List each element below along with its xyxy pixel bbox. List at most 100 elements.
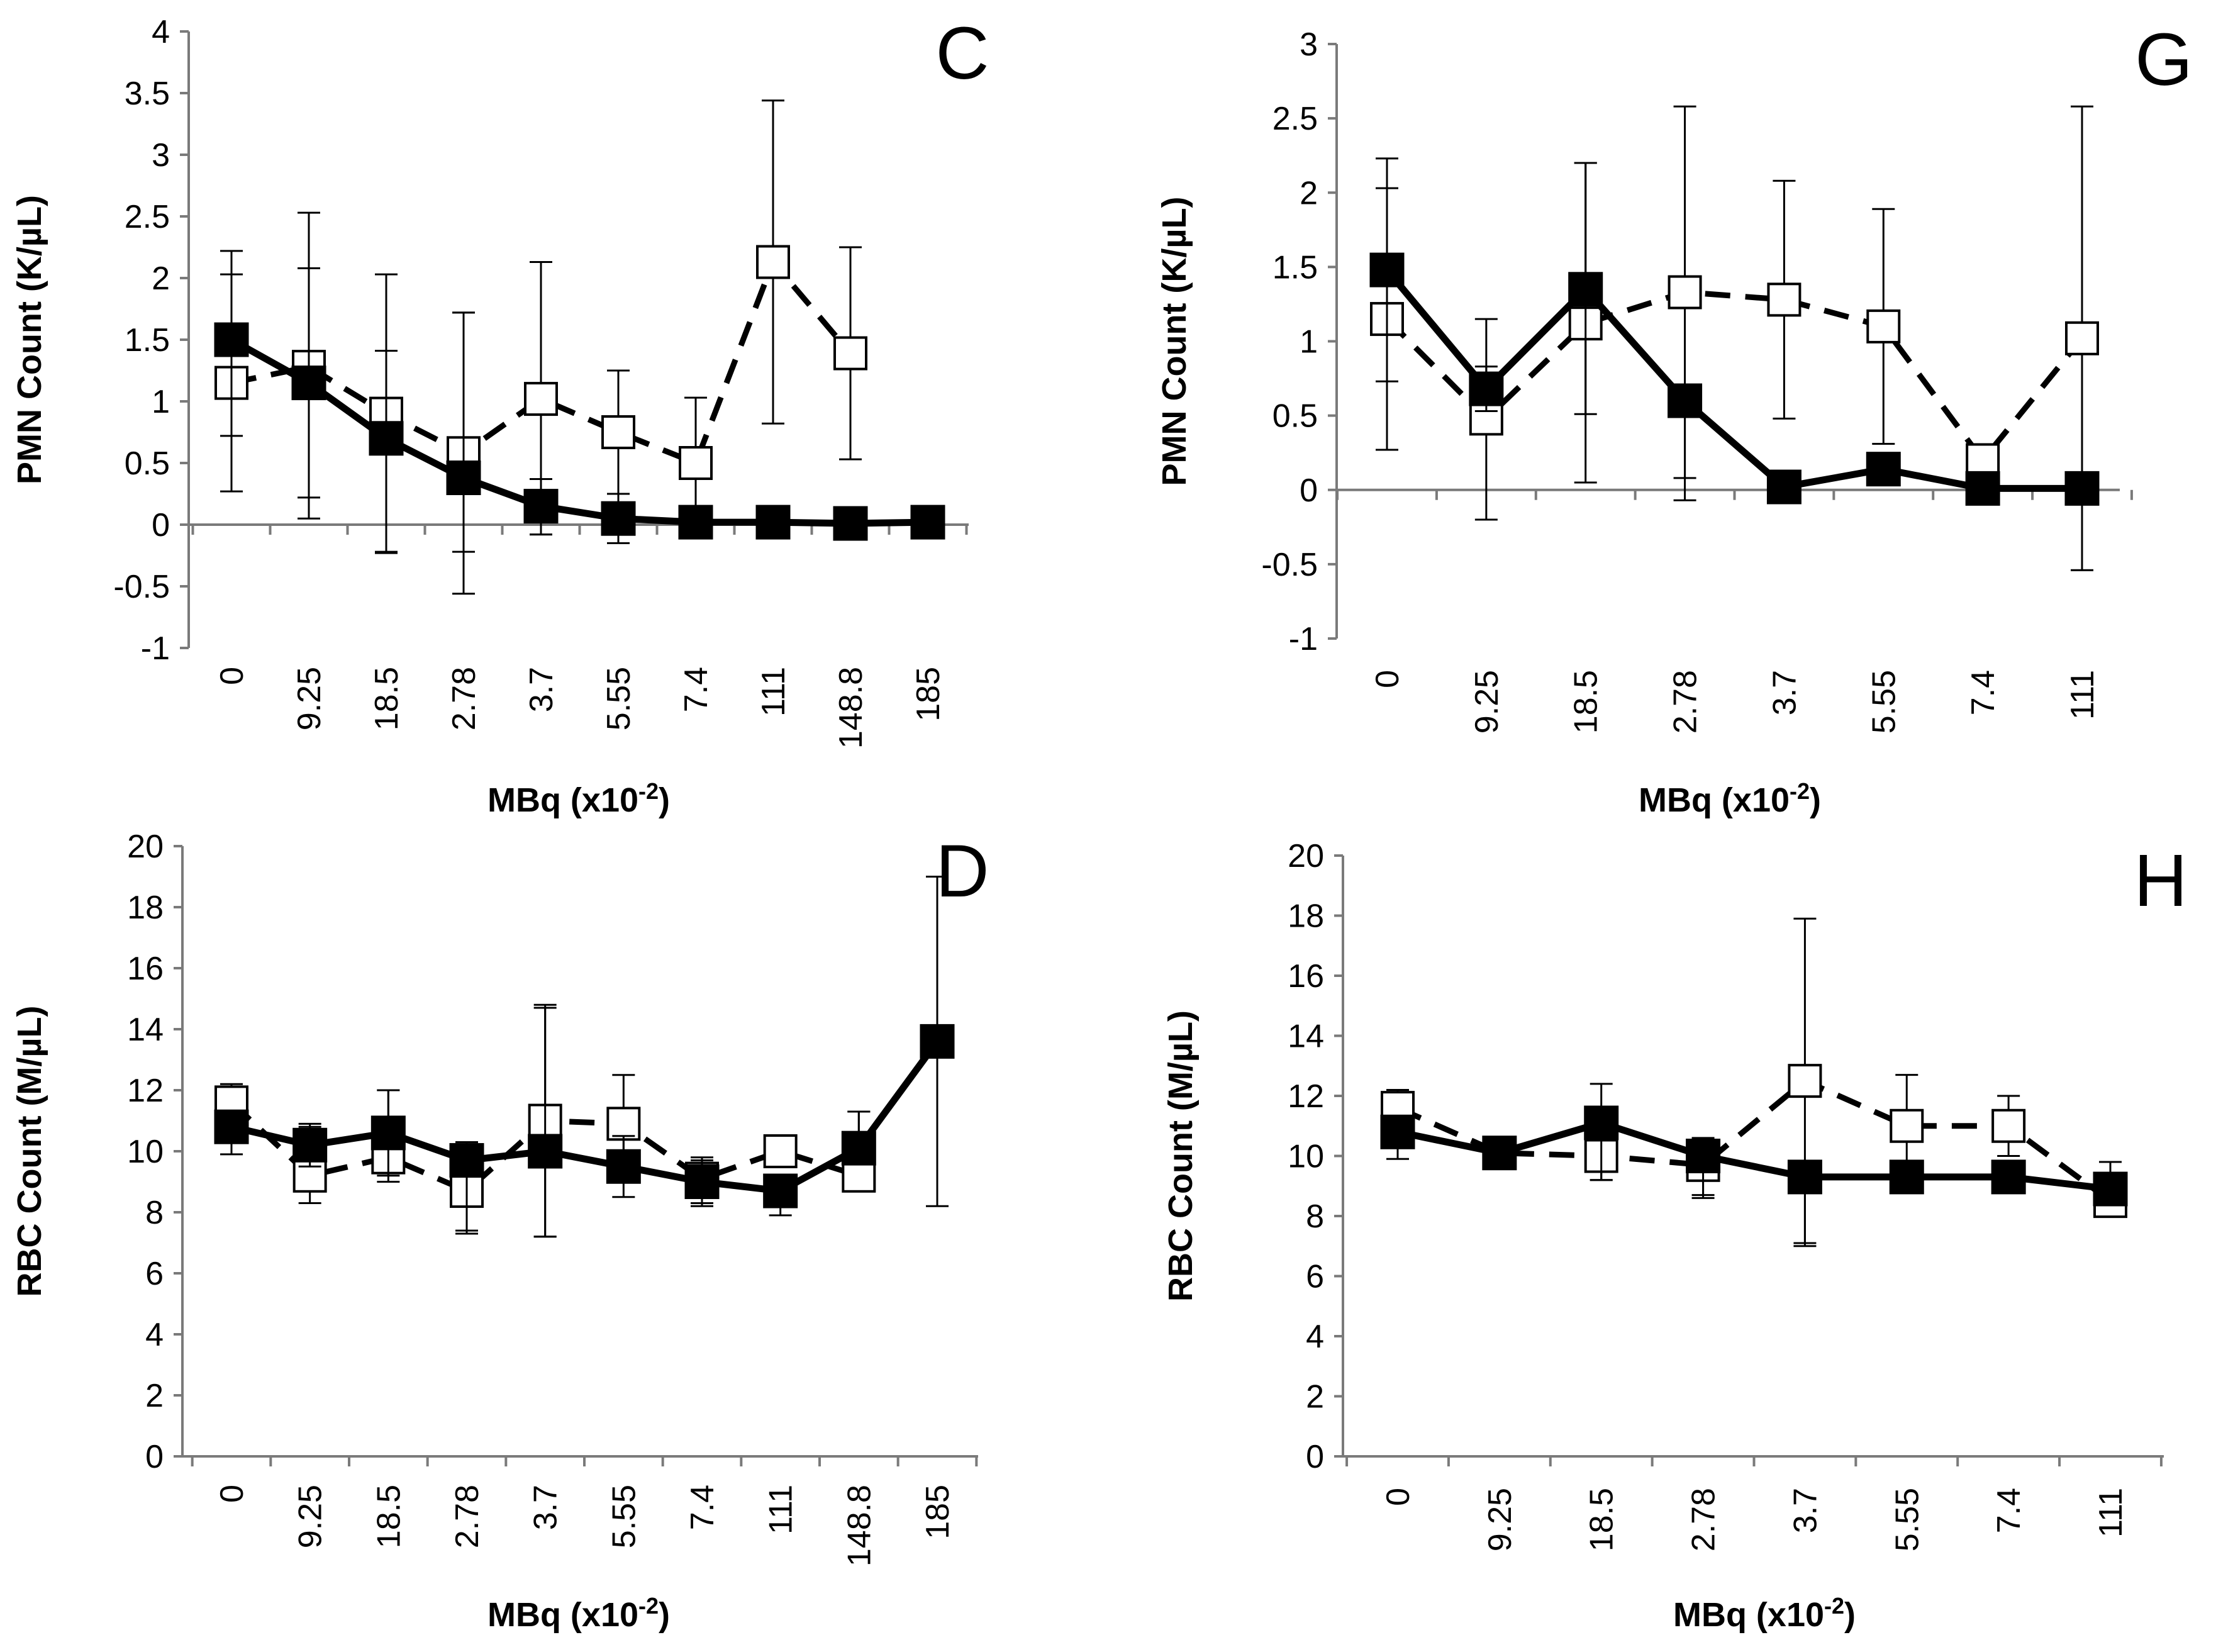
data-point-open bbox=[1767, 282, 1801, 317]
x-axis-title-exponent: -2 bbox=[638, 1593, 659, 1619]
x-axis-title-text: MBq (x10 bbox=[487, 781, 638, 819]
y-tick-label: 16 bbox=[1288, 958, 1324, 995]
data-point-filled bbox=[1380, 1114, 1415, 1149]
x-tick-label: 111 bbox=[2064, 670, 2101, 720]
y-tick-label: 0.5 bbox=[125, 445, 170, 482]
x-axis-title-exponent: -2 bbox=[1790, 778, 1810, 804]
data-point-filled bbox=[292, 1127, 328, 1163]
x-tick-label: 7.4 bbox=[678, 667, 715, 712]
y-axis-title: RBC Count (M/µL) bbox=[11, 1006, 48, 1297]
data-point-filled bbox=[528, 1134, 563, 1169]
y-tick-label: 2 bbox=[1300, 175, 1318, 211]
y-tick-label: -1 bbox=[1289, 621, 1318, 657]
data-point-filled bbox=[833, 506, 868, 541]
data-point-open bbox=[601, 415, 635, 449]
data-point-filled bbox=[1866, 452, 1901, 487]
data-point-filled bbox=[1965, 471, 2000, 506]
x-tick-label: 9.25 bbox=[1482, 1488, 1518, 1551]
series-filled bbox=[214, 876, 955, 1238]
x-axis-title-exponent: -2 bbox=[1824, 1593, 1844, 1619]
x-axis-title: MBq (x10-2) bbox=[487, 1593, 670, 1634]
data-point-filled bbox=[1991, 1159, 2026, 1195]
data-point-filled bbox=[214, 1109, 249, 1144]
y-tick-label: 20 bbox=[127, 829, 164, 865]
x-tick-label: 18.5 bbox=[1584, 1488, 1620, 1551]
x-tick-label: 9.25 bbox=[292, 1485, 329, 1548]
x-tick-label: 111 bbox=[755, 667, 792, 717]
y-tick-label: -0.5 bbox=[1261, 547, 1318, 583]
x-tick-label: 111 bbox=[763, 1485, 799, 1534]
y-tick-label: 10 bbox=[1288, 1139, 1324, 1175]
x-axis-title: MBq (x10-2) bbox=[487, 778, 670, 819]
x-tick-label: 5.55 bbox=[1889, 1488, 1925, 1551]
x-tick-label: 7.4 bbox=[1991, 1488, 2027, 1533]
x-tick-label: 9.25 bbox=[291, 667, 328, 730]
x-tick-label: 185 bbox=[910, 667, 947, 722]
y-tick-label: 4 bbox=[152, 14, 170, 50]
x-tick-label: 5.55 bbox=[601, 667, 637, 730]
panel-letter: G bbox=[2135, 18, 2193, 101]
y-tick-label: 0 bbox=[1306, 1439, 1324, 1475]
chart-panel-H: 0 2 4 6 8 10 12 14 16 18 20 0 9.25 18.5 2.78 3.7 5.55 7.4… bbox=[1162, 838, 2188, 1634]
y-tick-label: 8 bbox=[1306, 1198, 1324, 1235]
series-line-filled bbox=[230, 337, 928, 527]
data-point-filled bbox=[1668, 383, 1703, 418]
data-point-filled bbox=[370, 1115, 406, 1151]
y-tick-label: 0 bbox=[145, 1439, 164, 1475]
x-axis-title-close: ) bbox=[1810, 781, 1821, 819]
y-tick-label: 6 bbox=[1306, 1259, 1324, 1295]
y-tick-label: 3.5 bbox=[125, 75, 170, 112]
y-tick-label: 2 bbox=[145, 1378, 164, 1414]
data-point-open bbox=[679, 446, 713, 480]
x-tick-label: 18.5 bbox=[369, 667, 405, 730]
y-tick-label: 0 bbox=[152, 507, 170, 544]
x-tick-label: 3.7 bbox=[1766, 670, 1803, 715]
data-point-filled bbox=[449, 1143, 484, 1178]
y-tick-label: 4 bbox=[1306, 1319, 1324, 1355]
data-point-filled bbox=[1686, 1139, 1721, 1173]
data-point-filled bbox=[523, 489, 559, 524]
x-tick-label: 3.7 bbox=[1787, 1488, 1824, 1533]
y-tick-label: 2.5 bbox=[1272, 101, 1318, 137]
data-point-open bbox=[606, 1107, 641, 1141]
data-point-filled bbox=[1766, 469, 1801, 505]
y-tick-label: 1 bbox=[152, 384, 170, 420]
x-axis-title-text: MBq (x10 bbox=[487, 1596, 638, 1634]
data-point-filled bbox=[678, 505, 713, 540]
data-point-filled bbox=[1482, 1136, 1517, 1171]
data-point-open bbox=[2065, 321, 2099, 355]
data-point-open bbox=[763, 1134, 798, 1168]
data-point-filled bbox=[606, 1149, 641, 1184]
data-point-filled bbox=[369, 421, 404, 456]
y-tick-label: 2.5 bbox=[125, 199, 170, 235]
y-tick-label: 2 bbox=[1306, 1379, 1324, 1415]
data-point-filled bbox=[1469, 371, 1504, 406]
x-tick-label: 148.8 bbox=[841, 1485, 877, 1566]
y-tick-label: 3 bbox=[1300, 26, 1318, 63]
x-tick-label: 2.78 bbox=[1686, 1488, 1722, 1551]
y-tick-label: 20 bbox=[1288, 838, 1324, 874]
y-tick-label: 4 bbox=[145, 1317, 164, 1353]
x-axis-title: MBq (x10-2) bbox=[1673, 1593, 1856, 1634]
data-point-open bbox=[1668, 275, 1702, 310]
x-tick-label: 2.78 bbox=[446, 667, 482, 730]
x-tick-label: 0 bbox=[1380, 1488, 1417, 1506]
x-tick-label: 9.25 bbox=[1469, 670, 1505, 734]
y-tick-label: 0.5 bbox=[1272, 398, 1318, 435]
data-point-filled bbox=[684, 1164, 720, 1199]
data-point-open bbox=[1890, 1108, 1924, 1143]
panel-letter: H bbox=[2134, 839, 2187, 922]
y-tick-label: 8 bbox=[145, 1195, 164, 1231]
y-tick-label: 0 bbox=[1300, 472, 1318, 509]
y-tick-label: 1.5 bbox=[1272, 249, 1318, 286]
x-tick-label: 111 bbox=[2093, 1488, 2129, 1538]
x-tick-label: 148.8 bbox=[833, 667, 869, 749]
x-axis-title: MBq (x10-2) bbox=[1639, 778, 1821, 819]
data-point-open bbox=[756, 245, 790, 279]
panel-letter: D bbox=[935, 830, 989, 913]
x-tick-label: 3.7 bbox=[523, 667, 560, 712]
y-tick-label: 6 bbox=[145, 1256, 164, 1292]
x-tick-label: 5.55 bbox=[606, 1485, 642, 1548]
y-tick-label: 18 bbox=[127, 890, 164, 926]
